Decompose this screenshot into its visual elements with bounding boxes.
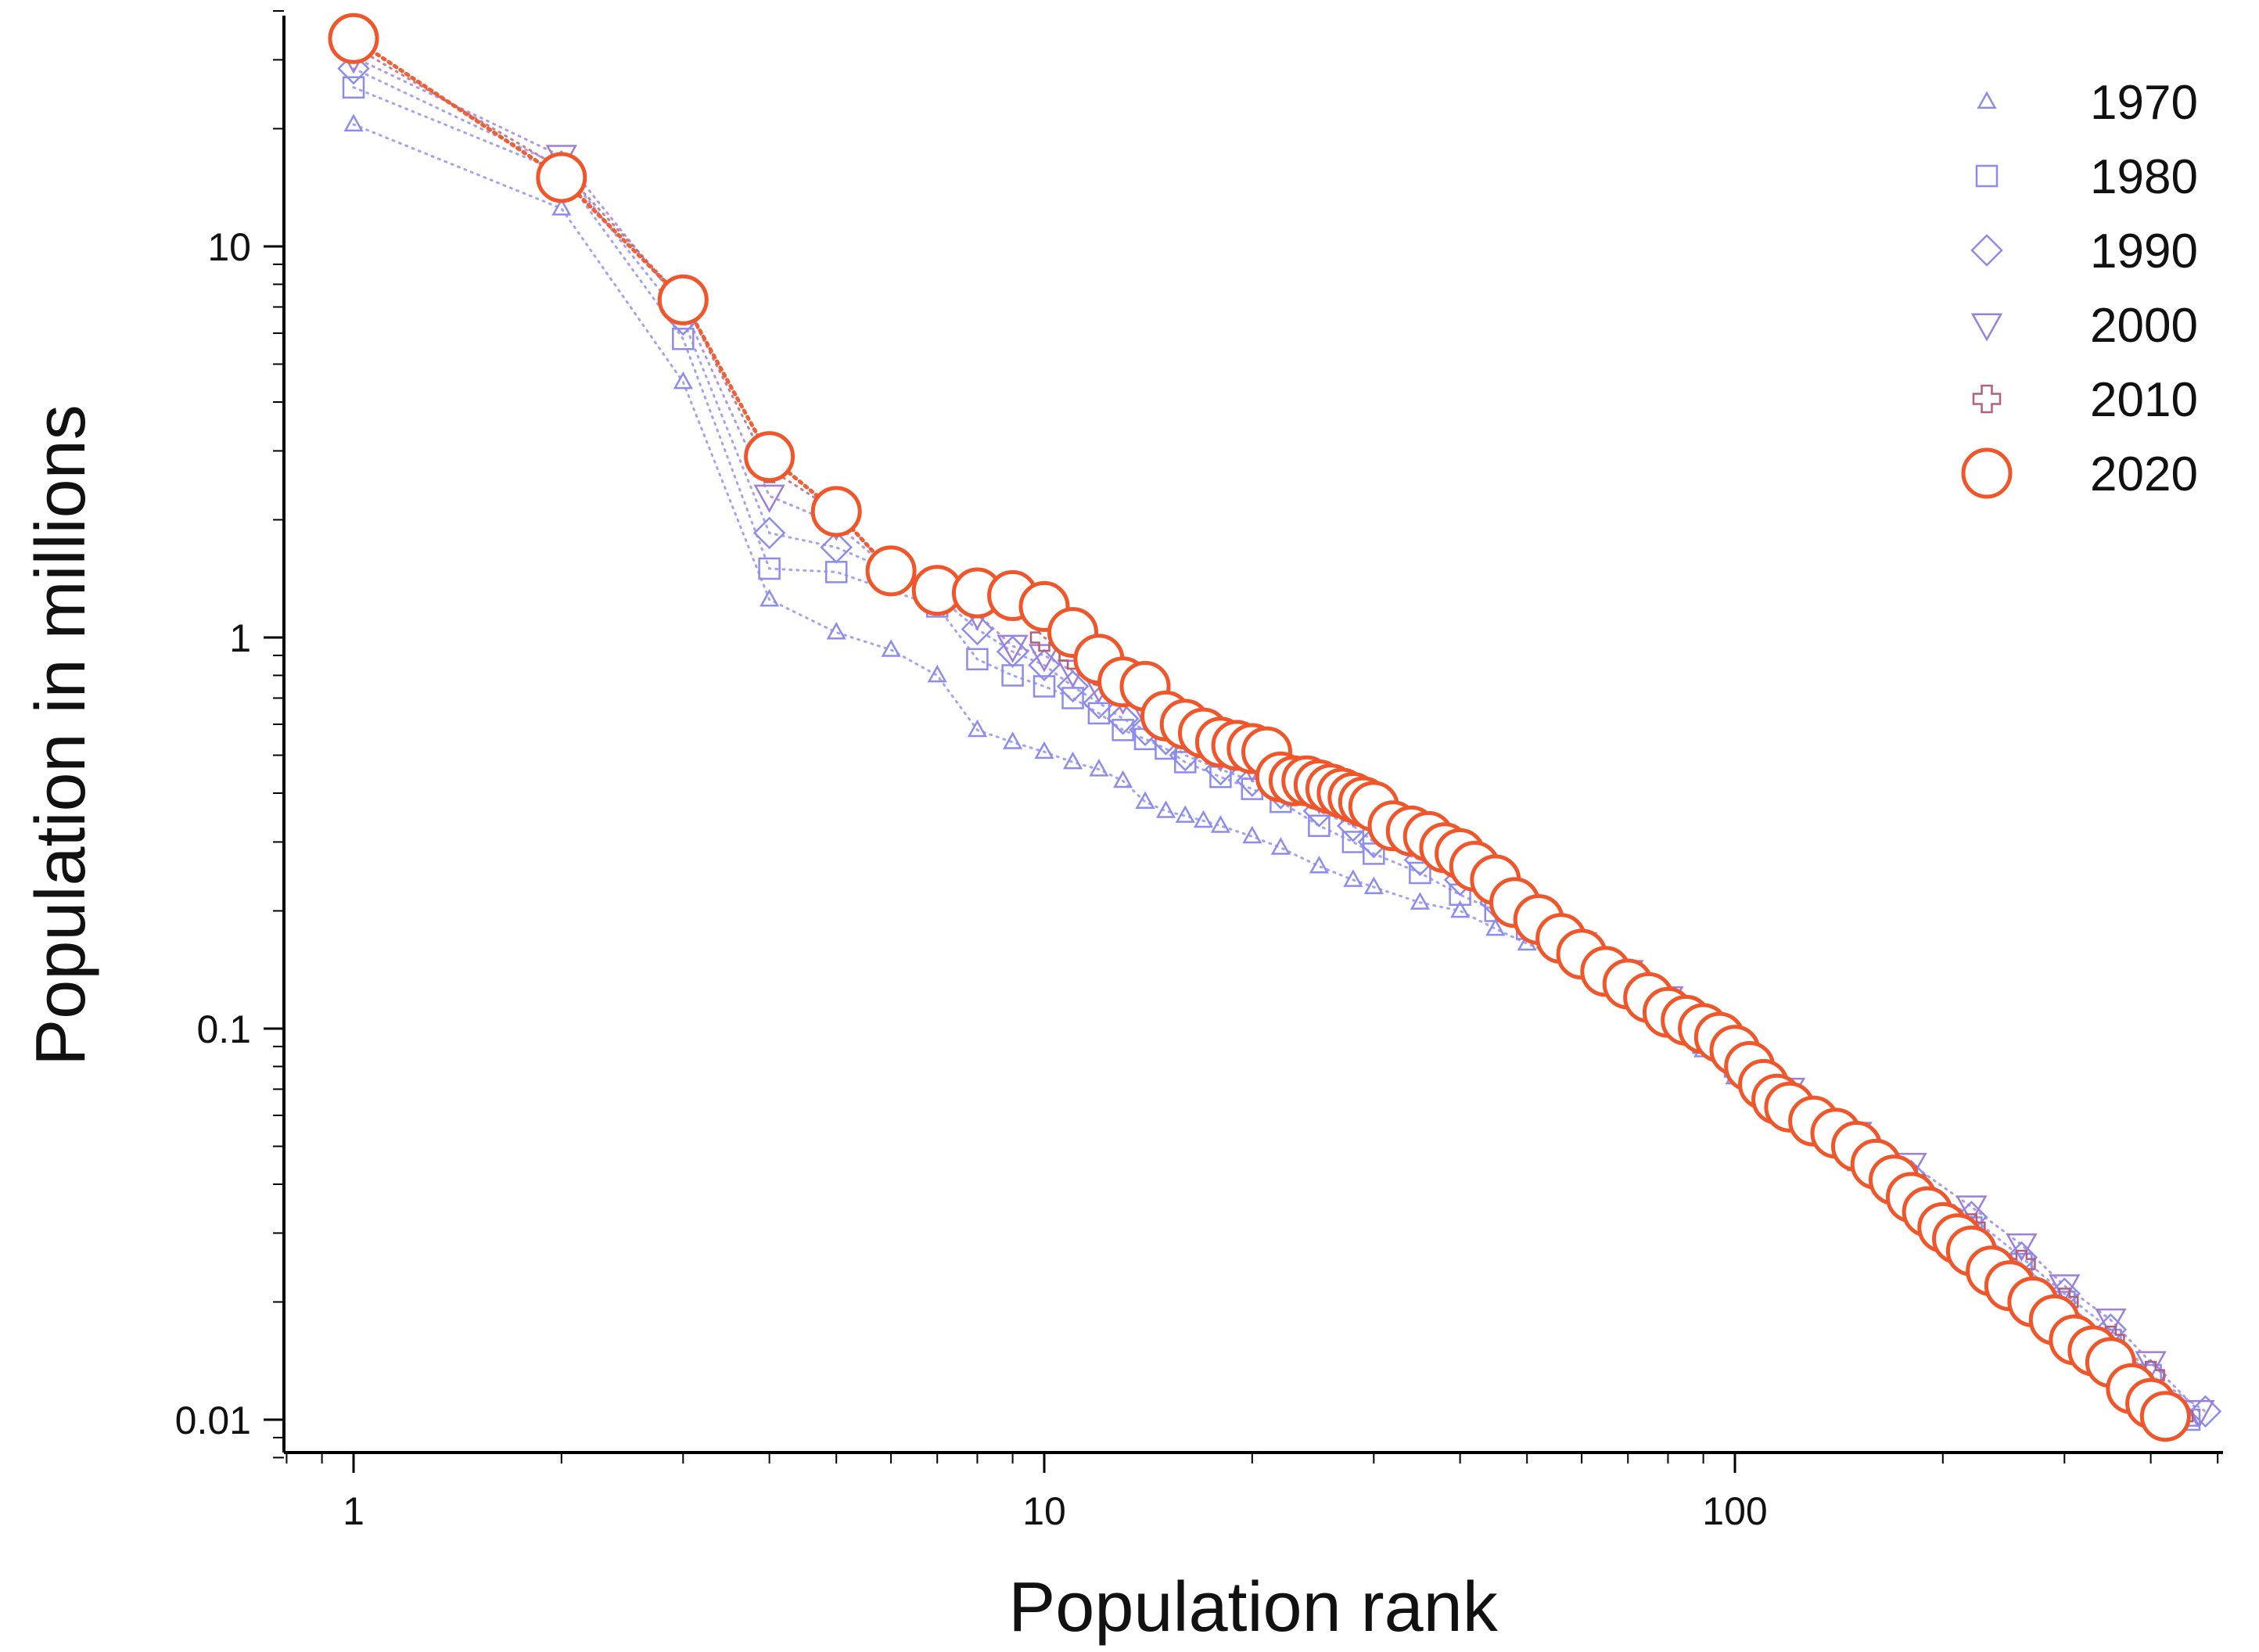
series-layer — [328, 13, 2222, 1442]
data-point-1970 — [551, 197, 572, 216]
data-point-1980 — [672, 328, 695, 350]
data-point-1980 — [966, 648, 989, 671]
legend-item-2020: 2020 — [1961, 447, 2198, 501]
data-point-1980 — [1033, 675, 1056, 698]
data-point-1990 — [752, 516, 786, 550]
data-point-1970 — [881, 639, 901, 657]
data-point-2000 — [2049, 1274, 2081, 1303]
legend-label: 2020 — [2090, 447, 2198, 501]
data-point-1980 — [1341, 831, 1365, 853]
legend-item-1980: 1980 — [1975, 150, 2198, 204]
data-point-1980 — [1112, 719, 1134, 742]
data-point-1970 — [1270, 837, 1291, 855]
data-point-1980 — [342, 76, 365, 99]
legend-marker-2010 — [1972, 384, 2002, 414]
data-point-1970 — [826, 622, 846, 640]
data-point-1990 — [337, 52, 370, 85]
data-point-2020 — [328, 13, 379, 64]
y-tick-label: 0.01 — [175, 1399, 251, 1442]
data-point-1970 — [927, 664, 947, 683]
ticks-layer: 1 10 100 0.01 0.1 1 10 — [175, 9, 2219, 1533]
x-axis-title: Population rank — [1008, 1568, 1498, 1647]
y-tick-label: 10 — [207, 225, 251, 269]
data-point-1980 — [1308, 814, 1331, 837]
data-point-1990 — [1056, 670, 1090, 703]
legend-label: 2010 — [2090, 373, 2198, 427]
data-point-1990 — [1106, 702, 1140, 735]
data-point-2000 — [997, 634, 1029, 663]
data-point-2000 — [2006, 1233, 2038, 1262]
data-point-1980 — [1409, 861, 1431, 885]
data-point-1970 — [343, 113, 364, 132]
data-point-1970 — [1309, 855, 1329, 874]
data-point-1980 — [824, 561, 848, 584]
data-point-1970 — [1193, 810, 1214, 828]
series-line-1980 — [352, 86, 2191, 1421]
x-tick-label: 100 — [1702, 1489, 1767, 1533]
data-point-1970 — [1175, 805, 1195, 823]
series-2020 — [328, 13, 2191, 1442]
data-point-1970 — [673, 371, 693, 390]
legend: 1970 1980 1990 2000 2010 2020 — [1961, 76, 2198, 501]
legend-item-2010: 2010 — [1972, 373, 2198, 427]
legend-item-1990: 1990 — [1970, 224, 2198, 278]
data-point-1970 — [1155, 800, 1176, 818]
data-point-1980 — [1363, 842, 1385, 865]
data-point-2020 — [865, 545, 917, 597]
x-tick-label: 1 — [343, 1489, 365, 1533]
data-point-2020 — [2139, 1391, 2191, 1442]
data-point-1970 — [1062, 751, 1083, 770]
data-point-1980 — [1001, 664, 1024, 687]
legend-label: 1980 — [2090, 150, 2198, 204]
data-point-2000 — [753, 484, 785, 513]
axes-layer — [282, 16, 2223, 1454]
data-point-2020 — [810, 486, 862, 537]
data-point-1970 — [967, 719, 988, 738]
data-point-1970 — [1410, 892, 1430, 910]
data-point-1970 — [1135, 791, 1155, 810]
data-point-1970 — [1363, 876, 1384, 895]
legend-marker-1990 — [1970, 234, 2003, 267]
data-point-1970 — [1003, 731, 1023, 749]
legend-marker-1980 — [1975, 164, 1999, 188]
data-point-2020 — [657, 274, 709, 325]
data-point-2020 — [536, 152, 587, 203]
data-point-1970 — [1485, 918, 1506, 936]
data-point-1970 — [1450, 900, 1471, 918]
legend-label: 1970 — [2090, 76, 2198, 130]
data-point-1990 — [996, 635, 1029, 668]
data-point-1970 — [1210, 815, 1230, 833]
legend-item-2000: 2000 — [1970, 299, 2198, 353]
data-point-1970 — [1089, 759, 1109, 777]
legend-marker-2020 — [1961, 447, 2013, 499]
data-point-1970 — [1034, 741, 1054, 760]
data-point-2000 — [2095, 1308, 2127, 1337]
data-point-2000 — [1028, 644, 1061, 673]
data-point-2000 — [1956, 1195, 1988, 1224]
y-tick-label: 1 — [229, 616, 251, 660]
y-axis-title: Population in millions — [22, 404, 100, 1065]
y-tick-label: 0.1 — [196, 1007, 251, 1051]
x-tick-label: 10 — [1022, 1489, 1066, 1533]
data-point-1980 — [758, 557, 781, 580]
legend-item-1970: 1970 — [1977, 76, 2198, 130]
data-point-1970 — [1113, 770, 1133, 788]
legend-marker-1970 — [1977, 91, 1997, 109]
data-point-1990 — [820, 531, 853, 564]
data-point-1970 — [760, 588, 780, 607]
data-point-2000 — [2135, 1351, 2167, 1380]
data-point-1970 — [1242, 825, 1262, 844]
legend-label: 1990 — [2090, 224, 2198, 278]
data-point-1970 — [1343, 869, 1363, 887]
legend-label: 2000 — [2090, 299, 2198, 353]
data-point-2020 — [744, 431, 795, 483]
legend-marker-2000 — [1970, 313, 2003, 342]
